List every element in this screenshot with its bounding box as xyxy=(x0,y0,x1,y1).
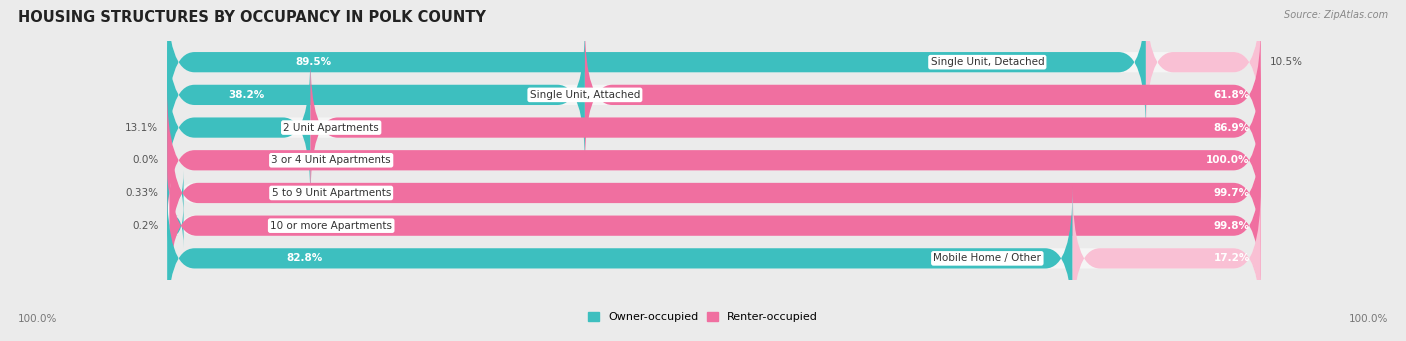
Text: 61.8%: 61.8% xyxy=(1213,90,1250,100)
Text: Single Unit, Attached: Single Unit, Attached xyxy=(530,90,640,100)
Text: Source: ZipAtlas.com: Source: ZipAtlas.com xyxy=(1284,10,1388,20)
Text: 82.8%: 82.8% xyxy=(287,253,323,263)
Legend: Owner-occupied, Renter-occupied: Owner-occupied, Renter-occupied xyxy=(583,308,823,327)
FancyBboxPatch shape xyxy=(167,154,1261,297)
FancyBboxPatch shape xyxy=(167,0,1261,134)
FancyBboxPatch shape xyxy=(1073,187,1261,330)
Text: 17.2%: 17.2% xyxy=(1213,253,1250,263)
FancyBboxPatch shape xyxy=(167,187,1073,330)
Text: 99.7%: 99.7% xyxy=(1213,188,1250,198)
FancyBboxPatch shape xyxy=(167,56,311,199)
Text: 100.0%: 100.0% xyxy=(1206,155,1250,165)
Text: 100.0%: 100.0% xyxy=(18,314,58,324)
Text: 86.9%: 86.9% xyxy=(1213,122,1250,133)
FancyBboxPatch shape xyxy=(167,121,1261,265)
Text: 10 or more Apartments: 10 or more Apartments xyxy=(270,221,392,231)
FancyBboxPatch shape xyxy=(167,0,1146,134)
FancyBboxPatch shape xyxy=(170,121,1261,265)
Text: 0.0%: 0.0% xyxy=(132,155,159,165)
Text: 99.8%: 99.8% xyxy=(1213,221,1250,231)
Text: 10.5%: 10.5% xyxy=(1270,57,1302,67)
Text: Single Unit, Detached: Single Unit, Detached xyxy=(931,57,1045,67)
FancyBboxPatch shape xyxy=(167,23,1261,166)
Text: 38.2%: 38.2% xyxy=(228,90,264,100)
Text: Mobile Home / Other: Mobile Home / Other xyxy=(934,253,1042,263)
Text: 2 Unit Apartments: 2 Unit Apartments xyxy=(284,122,380,133)
Text: 3 or 4 Unit Apartments: 3 or 4 Unit Apartments xyxy=(271,155,391,165)
FancyBboxPatch shape xyxy=(1146,0,1261,134)
FancyBboxPatch shape xyxy=(167,187,1261,330)
FancyBboxPatch shape xyxy=(585,23,1261,166)
Text: 13.1%: 13.1% xyxy=(125,122,159,133)
Text: 0.2%: 0.2% xyxy=(132,221,159,231)
Text: HOUSING STRUCTURES BY OCCUPANCY IN POLK COUNTY: HOUSING STRUCTURES BY OCCUPANCY IN POLK … xyxy=(18,10,486,25)
Text: 100.0%: 100.0% xyxy=(1348,314,1388,324)
FancyBboxPatch shape xyxy=(311,56,1261,199)
FancyBboxPatch shape xyxy=(167,56,1261,199)
FancyBboxPatch shape xyxy=(167,89,1261,232)
FancyBboxPatch shape xyxy=(167,89,1261,232)
FancyBboxPatch shape xyxy=(167,23,585,166)
FancyBboxPatch shape xyxy=(167,170,184,216)
Text: 89.5%: 89.5% xyxy=(295,57,332,67)
Text: 0.33%: 0.33% xyxy=(125,188,159,198)
FancyBboxPatch shape xyxy=(169,154,1261,297)
Text: 5 to 9 Unit Apartments: 5 to 9 Unit Apartments xyxy=(271,188,391,198)
FancyBboxPatch shape xyxy=(167,203,184,248)
